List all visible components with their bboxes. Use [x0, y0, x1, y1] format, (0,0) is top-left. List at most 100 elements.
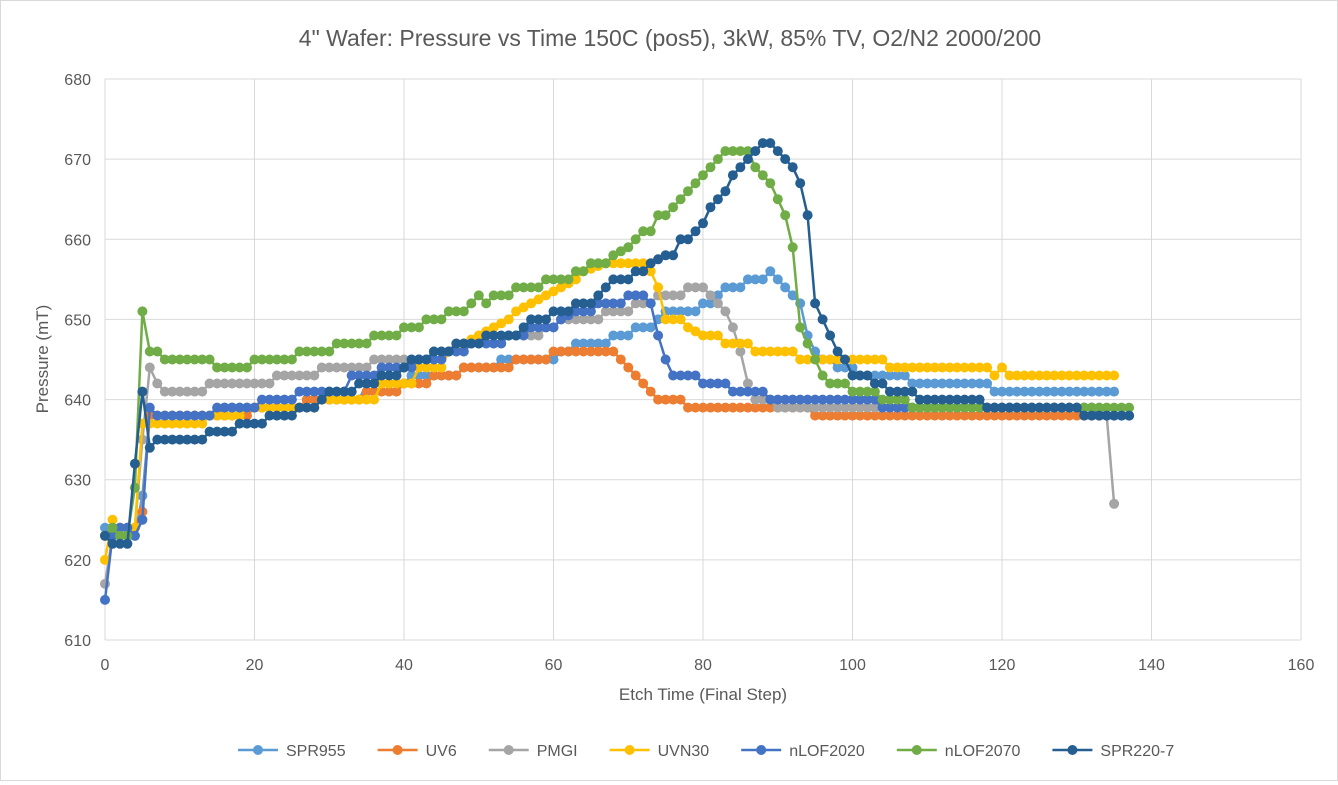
data-point: [1116, 410, 1127, 421]
data-point: [929, 378, 940, 389]
data-point: [952, 410, 963, 421]
data-point: [742, 338, 753, 349]
data-point: [795, 402, 806, 413]
legend-label: UV6: [426, 743, 457, 760]
data-point: [421, 314, 432, 325]
data-point: [428, 346, 439, 357]
data-point: [1041, 370, 1052, 381]
x-axis-ticks: 0 20 40 60 80 100 120 140 160: [101, 657, 1315, 674]
data-point: [137, 514, 148, 525]
data-point: [593, 346, 604, 357]
data-point: [339, 362, 350, 373]
data-point: [907, 378, 918, 389]
data-point: [630, 370, 641, 381]
data-point: [735, 338, 746, 349]
data-point: [316, 346, 327, 357]
data-point: [884, 410, 895, 421]
data-point: [1071, 410, 1082, 421]
data-point: [242, 378, 252, 389]
data-point: [600, 346, 611, 357]
data-point: [855, 402, 865, 413]
data-point: [503, 290, 514, 301]
data-point: [817, 314, 828, 325]
data-point: [817, 410, 828, 421]
data-point: [556, 274, 566, 285]
data-point: [354, 338, 365, 349]
data-point: [645, 298, 656, 309]
data-point: [174, 386, 185, 397]
data-point: [227, 378, 238, 389]
data-point: [556, 346, 566, 357]
data-point: [937, 362, 948, 373]
data-point: [189, 410, 200, 421]
data-point: [862, 370, 873, 381]
data-point: [683, 322, 693, 333]
data-point: [1011, 386, 1022, 397]
data-point: [1101, 410, 1112, 421]
data-point: [481, 338, 492, 349]
data-point: [832, 410, 843, 421]
data-point: [712, 298, 723, 309]
data-point: [1109, 498, 1120, 509]
data-point: [967, 378, 978, 389]
data-point: [884, 386, 895, 397]
data-point: [1109, 410, 1120, 421]
data-point: [369, 394, 380, 405]
legend-marker: [624, 745, 635, 755]
data-point: [271, 410, 282, 421]
x-axis-label: Etch Time (Final Step): [619, 685, 787, 704]
data-point: [212, 362, 223, 373]
data-point: [286, 410, 297, 421]
data-point: [825, 378, 836, 389]
data-point: [855, 354, 865, 365]
data-point: [369, 330, 380, 341]
data-point: [1011, 410, 1022, 421]
data-point: [1079, 402, 1090, 413]
data-point: [234, 378, 245, 389]
data-point: [570, 298, 581, 309]
data-point: [690, 282, 701, 293]
data-point: [840, 354, 850, 365]
data-point: [630, 322, 641, 333]
data-point: [354, 378, 365, 389]
legend-marker: [253, 745, 263, 755]
data-point: [1034, 370, 1045, 381]
grid: [104, 78, 1302, 641]
data-point: [1109, 386, 1120, 397]
data-point: [436, 314, 447, 325]
data-point: [556, 282, 566, 293]
data-point: [892, 402, 903, 413]
data-point: [204, 354, 215, 365]
data-point: [585, 314, 596, 325]
data-point: [503, 314, 514, 325]
data-point: [653, 254, 664, 265]
data-point: [384, 386, 395, 397]
data-point: [1086, 386, 1097, 397]
data-point: [301, 402, 312, 413]
data-point: [638, 226, 649, 237]
data-point: [989, 386, 1000, 397]
data-point: [690, 402, 701, 413]
data-point: [219, 378, 230, 389]
data-point: [159, 410, 170, 421]
data-point: [219, 426, 230, 437]
x-tick-label: 140: [1138, 657, 1165, 674]
data-point: [391, 330, 402, 341]
data-point: [712, 330, 723, 341]
data-point: [458, 362, 469, 373]
x-tick-label: 160: [1288, 657, 1315, 674]
data-point: [832, 354, 843, 365]
data-point: [989, 410, 1000, 421]
x-tick-label: 80: [694, 657, 712, 674]
data-point: [653, 394, 664, 405]
data-point: [810, 354, 821, 365]
data-point: [144, 402, 155, 413]
data-point: [638, 378, 649, 389]
y-tick-label: 640: [64, 393, 91, 410]
data-point: [989, 402, 1000, 413]
data-point: [645, 258, 656, 269]
data-point: [802, 338, 813, 349]
data-point: [884, 362, 895, 373]
data-point: [301, 386, 312, 397]
data-point: [167, 410, 178, 421]
